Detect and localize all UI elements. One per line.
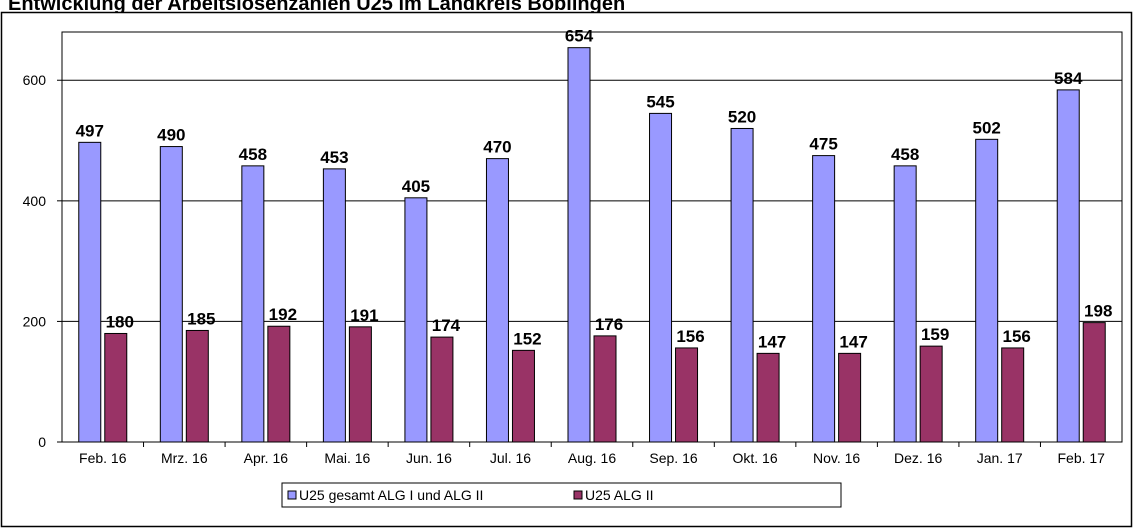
- bar-u25-alg2: [104, 332, 128, 443]
- bar-u25-alg2: [430, 336, 454, 443]
- data-label: 198: [1084, 302, 1112, 321]
- legend-swatch: [287, 490, 297, 500]
- data-label: 502: [973, 118, 1001, 137]
- bar-u25-alg2: [675, 347, 699, 443]
- x-tick-label: Nov. 16: [813, 450, 860, 466]
- x-tick-label: Aug. 16: [568, 450, 616, 466]
- x-tick-label: Okt. 16: [733, 450, 778, 466]
- bar-u25-gesamt: [159, 146, 183, 443]
- y-tick-label: 0: [38, 434, 46, 450]
- bar-u25-alg2: [267, 325, 291, 443]
- bar-u25-alg2: [756, 352, 780, 443]
- bar-u25-gesamt: [975, 138, 999, 443]
- bar-u25-gesamt: [322, 168, 346, 443]
- y-axis-ticks: 0 200 400 600: [23, 72, 62, 450]
- bar-u25-gesamt: [241, 165, 265, 443]
- data-label: 156: [676, 327, 704, 346]
- bar-u25-gesamt: [730, 127, 754, 443]
- y-tick-label: 600: [23, 72, 47, 88]
- data-labels: 497 180 490 185 458 192 453 191 405 174 470 152 654 1…: [76, 27, 1113, 352]
- y-tick-label: 200: [23, 313, 47, 329]
- plot-area: [61, 31, 1123, 443]
- legend-entry: U25 gesamt ALG I und ALG II: [299, 487, 483, 503]
- chart-title: Entwicklung der Arbeitslosenzahlen U25 i…: [8, 0, 626, 15]
- data-label: 458: [891, 145, 919, 164]
- x-tick-label: Jan. 17: [977, 450, 1023, 466]
- data-label: 152: [513, 329, 541, 348]
- x-tick-label: Mrz. 16: [161, 450, 208, 466]
- data-label: 192: [269, 305, 297, 324]
- bar-u25-alg2: [1001, 347, 1025, 443]
- bar-u25-gesamt: [404, 197, 428, 443]
- data-label: 545: [646, 92, 674, 111]
- data-label: 174: [432, 316, 461, 335]
- bars: [78, 47, 1106, 443]
- data-label: 405: [402, 177, 430, 196]
- x-tick-label: Apr. 16: [244, 450, 289, 466]
- bar-u25-alg2: [919, 345, 943, 443]
- x-tick-label: Mai. 16: [324, 450, 370, 466]
- x-axis-ticks: Feb. 16 Mrz. 16 Apr. 16 Mai. 16 Jun. 16 Jul. …: [79, 442, 1105, 466]
- data-label: 584: [1054, 69, 1083, 88]
- gridlines: [62, 79, 1122, 322]
- bar-u25-gesamt: [812, 155, 836, 443]
- x-tick-label: Feb. 16: [79, 450, 127, 466]
- bar-u25-gesamt: [78, 141, 102, 443]
- x-tick-label: Jul. 16: [490, 450, 531, 466]
- bar-u25-alg2: [185, 329, 209, 443]
- data-label: 470: [483, 138, 511, 157]
- data-label: 180: [106, 312, 134, 331]
- legend-entry: U25 ALG II: [585, 487, 653, 503]
- data-label: 654: [565, 27, 594, 46]
- legend-box: [281, 482, 842, 508]
- data-label: 453: [320, 148, 348, 167]
- legend-swatch: [573, 490, 583, 500]
- data-label: 490: [157, 126, 185, 145]
- bar-u25-gesamt: [649, 112, 673, 443]
- x-tick-label: Feb. 17: [1057, 450, 1105, 466]
- data-label: 458: [239, 145, 267, 164]
- x-tick-label: Sep. 16: [649, 450, 697, 466]
- bar-u25-alg2: [348, 326, 372, 443]
- bar-u25-alg2: [511, 349, 535, 443]
- y-tick-label: 400: [23, 193, 47, 209]
- legend: U25 gesamt ALG I und ALG II U25 ALG II: [281, 482, 842, 508]
- data-label: 475: [809, 135, 837, 154]
- data-label: 176: [595, 315, 623, 334]
- data-label: 497: [76, 121, 104, 140]
- x-tick-label: Dez. 16: [894, 450, 942, 466]
- bar-u25-alg2: [593, 335, 617, 443]
- bar-u25-alg2: [838, 352, 862, 443]
- data-label: 156: [1003, 327, 1031, 346]
- bar-u25-alg2: [1082, 322, 1106, 443]
- data-label: 520: [728, 107, 756, 126]
- data-label: 185: [187, 309, 215, 328]
- bar-u25-gesamt: [1056, 89, 1080, 443]
- data-label: 159: [921, 325, 949, 344]
- data-label: 147: [839, 332, 867, 351]
- bar-u25-gesamt: [893, 165, 917, 443]
- bar-u25-gesamt: [485, 158, 509, 443]
- data-label: 147: [758, 332, 786, 351]
- bar-u25-gesamt: [567, 47, 591, 443]
- x-tick-label: Jun. 16: [406, 450, 452, 466]
- data-label: 191: [350, 306, 378, 325]
